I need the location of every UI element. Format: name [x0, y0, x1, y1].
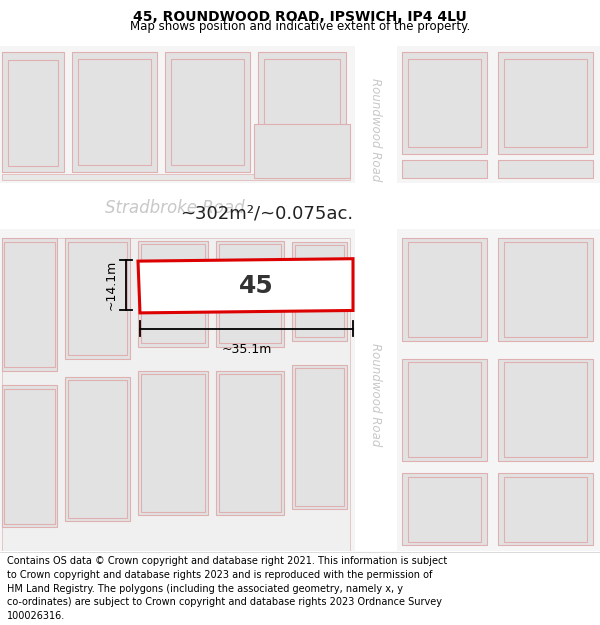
Bar	[141, 244, 205, 343]
Bar	[0, 183, 600, 229]
Text: 45: 45	[239, 274, 274, 298]
Polygon shape	[138, 259, 353, 313]
Bar	[504, 59, 587, 147]
Text: ~35.1m: ~35.1m	[221, 343, 272, 356]
Text: Roundwood Road: Roundwood Road	[370, 78, 383, 182]
Bar	[408, 477, 481, 542]
Bar	[295, 368, 344, 506]
Text: Stradbroke Road: Stradbroke Road	[105, 199, 245, 217]
Bar	[402, 160, 487, 178]
Bar	[138, 371, 208, 515]
Bar	[2, 238, 350, 551]
Text: ~302m²/~0.075ac.: ~302m²/~0.075ac.	[180, 204, 353, 222]
Bar	[219, 244, 281, 343]
Text: 45, ROUNDWOOD ROAD, IPSWICH, IP4 4LU: 45, ROUNDWOOD ROAD, IPSWICH, IP4 4LU	[133, 10, 467, 24]
Bar	[498, 160, 593, 178]
Bar	[402, 238, 487, 341]
Bar	[141, 374, 205, 511]
Bar	[2, 174, 350, 181]
Bar	[295, 246, 344, 337]
Bar	[2, 52, 64, 172]
Bar	[65, 377, 130, 521]
Bar	[498, 359, 593, 461]
Bar	[4, 389, 55, 524]
Bar	[165, 52, 250, 172]
Bar	[498, 473, 593, 545]
Bar	[258, 52, 346, 178]
Bar	[219, 374, 281, 511]
Bar	[171, 59, 244, 165]
Text: Contains OS data © Crown copyright and database right 2021. This information is : Contains OS data © Crown copyright and d…	[7, 556, 448, 566]
Bar	[355, 46, 397, 551]
Text: Roundwood Road: Roundwood Road	[370, 343, 383, 446]
Text: Map shows position and indicative extent of the property.: Map shows position and indicative extent…	[130, 20, 470, 33]
Bar	[504, 242, 587, 337]
Text: HM Land Registry. The polygons (including the associated geometry, namely x, y: HM Land Registry. The polygons (includin…	[7, 584, 403, 594]
Bar	[72, 52, 157, 172]
Bar	[2, 385, 57, 527]
Bar	[4, 242, 55, 367]
Bar	[504, 362, 587, 458]
Bar	[68, 242, 127, 355]
Bar	[402, 359, 487, 461]
Bar	[138, 241, 208, 347]
Bar	[498, 52, 593, 154]
Bar	[216, 241, 284, 347]
Bar	[402, 52, 487, 154]
Bar	[408, 242, 481, 337]
Text: 100026316.: 100026316.	[7, 611, 65, 621]
Bar	[402, 473, 487, 545]
Bar	[292, 364, 347, 509]
Text: ~14.1m: ~14.1m	[105, 260, 118, 311]
Bar	[504, 477, 587, 542]
Text: to Crown copyright and database rights 2023 and is reproduced with the permissio: to Crown copyright and database rights 2…	[7, 570, 433, 580]
Bar	[65, 238, 130, 359]
Bar	[78, 59, 151, 165]
Bar	[498, 238, 593, 341]
Text: co-ordinates) are subject to Crown copyright and database rights 2023 Ordnance S: co-ordinates) are subject to Crown copyr…	[7, 598, 442, 608]
Bar	[254, 124, 350, 178]
Bar	[264, 59, 340, 171]
Bar	[68, 380, 127, 518]
Bar	[8, 60, 58, 166]
Bar	[408, 59, 481, 147]
Bar	[2, 238, 57, 371]
Bar	[408, 362, 481, 458]
Bar	[292, 242, 347, 341]
Bar	[216, 371, 284, 515]
